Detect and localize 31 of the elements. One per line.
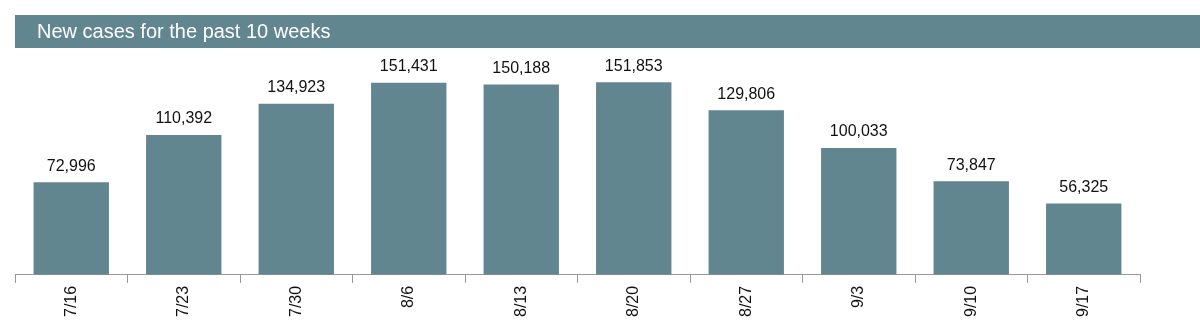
- x-tick-label: 9/17: [1074, 285, 1092, 317]
- x-tick-label: 7/16: [61, 285, 79, 317]
- chart-title: New cases for the past 10 weeks: [15, 15, 1200, 48]
- x-tick-label: 9/10: [961, 285, 979, 317]
- data-label: 151,431: [379, 57, 438, 75]
- x-tick-label: 8/13: [511, 285, 529, 317]
- data-label: 151,853: [604, 56, 663, 74]
- bar: [258, 103, 334, 275]
- x-tick-label: 8/6: [399, 285, 417, 309]
- data-label: 134,923: [267, 78, 326, 96]
- bar: [33, 182, 109, 275]
- data-label: 56,325: [1059, 177, 1109, 195]
- bar: [371, 82, 447, 275]
- bar: [483, 84, 559, 275]
- data-label: 73,847: [946, 155, 996, 173]
- bar: [596, 82, 672, 275]
- bar: [933, 181, 1009, 275]
- data-label: 72,996: [46, 156, 96, 174]
- bar: [708, 110, 784, 275]
- x-tick-label: 9/3: [849, 285, 867, 309]
- x-tick-label: 7/23: [174, 285, 192, 317]
- data-label: 110,392: [155, 109, 213, 127]
- bar: [1046, 203, 1122, 275]
- x-tick-label: 8/20: [624, 285, 642, 317]
- bar: [821, 148, 897, 275]
- bar: [146, 134, 222, 275]
- data-label: 100,033: [829, 122, 888, 140]
- x-tick-label: 8/27: [736, 285, 754, 317]
- x-tick-label: 7/30: [286, 285, 304, 317]
- data-label: 150,188: [492, 58, 551, 76]
- data-label: 129,806: [717, 84, 776, 102]
